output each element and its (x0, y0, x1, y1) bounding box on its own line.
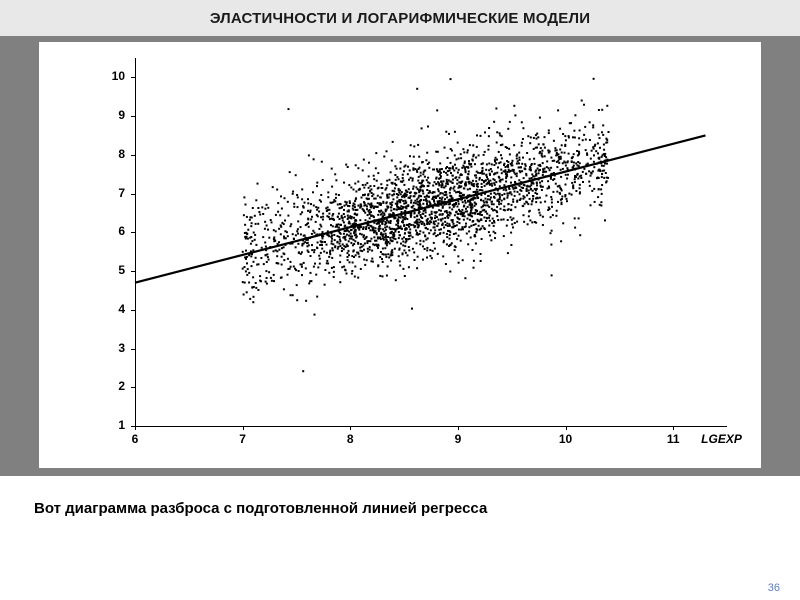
slide-header: ЭЛАСТИЧНОСТИ И ЛОГАРИФМИЧЕСКИЕ МОДЕЛИ (0, 0, 800, 36)
chart-background-band: 1234567891067891011LGEXP (0, 36, 800, 476)
chart-panel: 1234567891067891011LGEXP (39, 42, 761, 468)
caption-text: Вот диаграмма разброса с подготовленной … (0, 476, 800, 517)
scatter-plot (39, 42, 761, 468)
page-number: 36 (768, 582, 780, 594)
regression-line (135, 135, 705, 282)
scatter-points (242, 78, 610, 372)
slide-title: ЭЛАСТИЧНОСТИ И ЛОГАРИФМИЧЕСКИЕ МОДЕЛИ (210, 10, 590, 27)
